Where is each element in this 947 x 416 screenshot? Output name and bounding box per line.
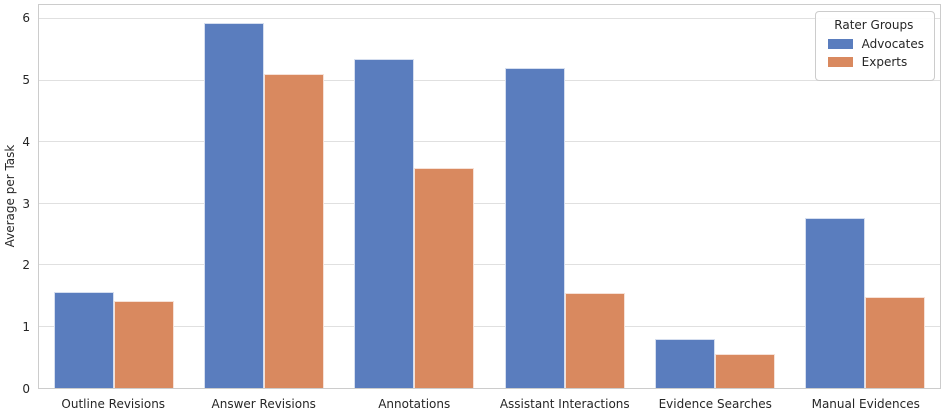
bar-advocates-outline-revisions (54, 292, 115, 388)
x-tick-label-annotations: Annotations (378, 397, 451, 411)
bar-experts-answer-revisions (264, 73, 325, 388)
y-tick-label-6: 6 (22, 11, 30, 26)
bar-advocates-annotations (354, 58, 415, 388)
y-tick-label-1: 1 (22, 320, 30, 335)
x-tick-label-manual-evidences: Manual Evidences (811, 397, 920, 411)
y-tick-label-0: 0 (22, 382, 30, 396)
bar-advocates-assistant-interactions (504, 68, 565, 388)
y-tick-label-4: 4 (22, 134, 30, 149)
y-tick-label-2: 2 (22, 258, 30, 273)
x-axis-ticks: Outline Revisions Answer Revisions Annotat… (38, 394, 941, 416)
legend-title: Rater Groups (834, 18, 914, 32)
gridline-y-4 (39, 141, 940, 143)
gridline-y-2 (39, 264, 940, 266)
bar-experts-evidence-searches (714, 354, 775, 388)
legend-swatch-experts (827, 57, 853, 67)
x-tick-label-outline-revisions: Outline Revisions (61, 397, 166, 411)
x-tick-label-assistant-interactions: Assistant Interactions (499, 397, 630, 411)
bar-experts-manual-evidences (864, 297, 925, 388)
legend-label-advocates: Advocates (861, 37, 924, 51)
bar-experts-outline-revisions (114, 301, 175, 388)
legend: Rater Groups Advocates Experts (814, 11, 935, 81)
y-axis-ticks: 0 1 2 3 4 5 6 (0, 4, 38, 395)
gridline-y-5 (39, 79, 940, 81)
gridline-y-1 (39, 325, 940, 327)
gridline-y-6 (39, 18, 940, 20)
x-tick-label-answer-revisions: Answer Revisions (211, 397, 316, 411)
y-tick-label-5: 5 (22, 73, 30, 88)
gridline-y-3 (39, 202, 940, 204)
y-tick-label-3: 3 (22, 196, 30, 211)
bar-advocates-answer-revisions (204, 23, 265, 388)
legend-swatch-advocates (827, 39, 853, 49)
bar-experts-annotations (414, 167, 475, 388)
bar-advocates-evidence-searches (654, 338, 715, 388)
plot-area (38, 4, 941, 389)
legend-item-experts: Experts (827, 55, 924, 69)
legend-item-advocates: Advocates (827, 37, 924, 51)
bar-advocates-manual-evidences (804, 218, 865, 388)
legend-label-experts: Experts (861, 55, 908, 69)
x-tick-label-evidence-searches: Evidence Searches (658, 397, 772, 411)
bar-experts-assistant-interactions (564, 292, 625, 388)
